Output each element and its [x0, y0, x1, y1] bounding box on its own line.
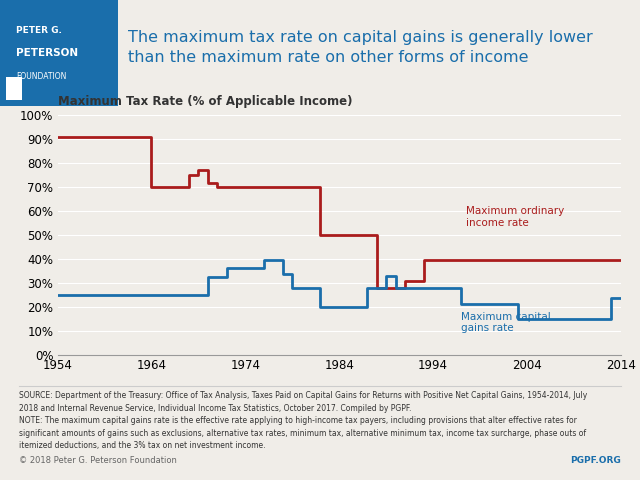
Text: Maximum capital
gains rate: Maximum capital gains rate	[461, 312, 551, 333]
Text: FOUNDATION: FOUNDATION	[16, 72, 67, 81]
Bar	[6, 77, 22, 100]
Text: Maximum ordinary
income rate: Maximum ordinary income rate	[466, 206, 564, 228]
Text: Maximum Tax Rate (% of Applicable Income): Maximum Tax Rate (% of Applicable Income…	[58, 95, 352, 108]
Bar	[0, 0, 118, 106]
Text: PETERSON: PETERSON	[16, 48, 78, 58]
Text: PGPF.ORG: PGPF.ORG	[570, 456, 621, 465]
Text: The maximum tax rate on capital gains is generally lower
than the maximum rate o: The maximum tax rate on capital gains is…	[128, 30, 593, 65]
Text: PETER G.: PETER G.	[16, 26, 62, 36]
Text: © 2018 Peter G. Peterson Foundation: © 2018 Peter G. Peterson Foundation	[19, 456, 177, 465]
Text: SOURCE: Department of the Treasury: Office of Tax Analysis, Taxes Paid on Capita: SOURCE: Department of the Treasury: Offi…	[19, 391, 588, 450]
